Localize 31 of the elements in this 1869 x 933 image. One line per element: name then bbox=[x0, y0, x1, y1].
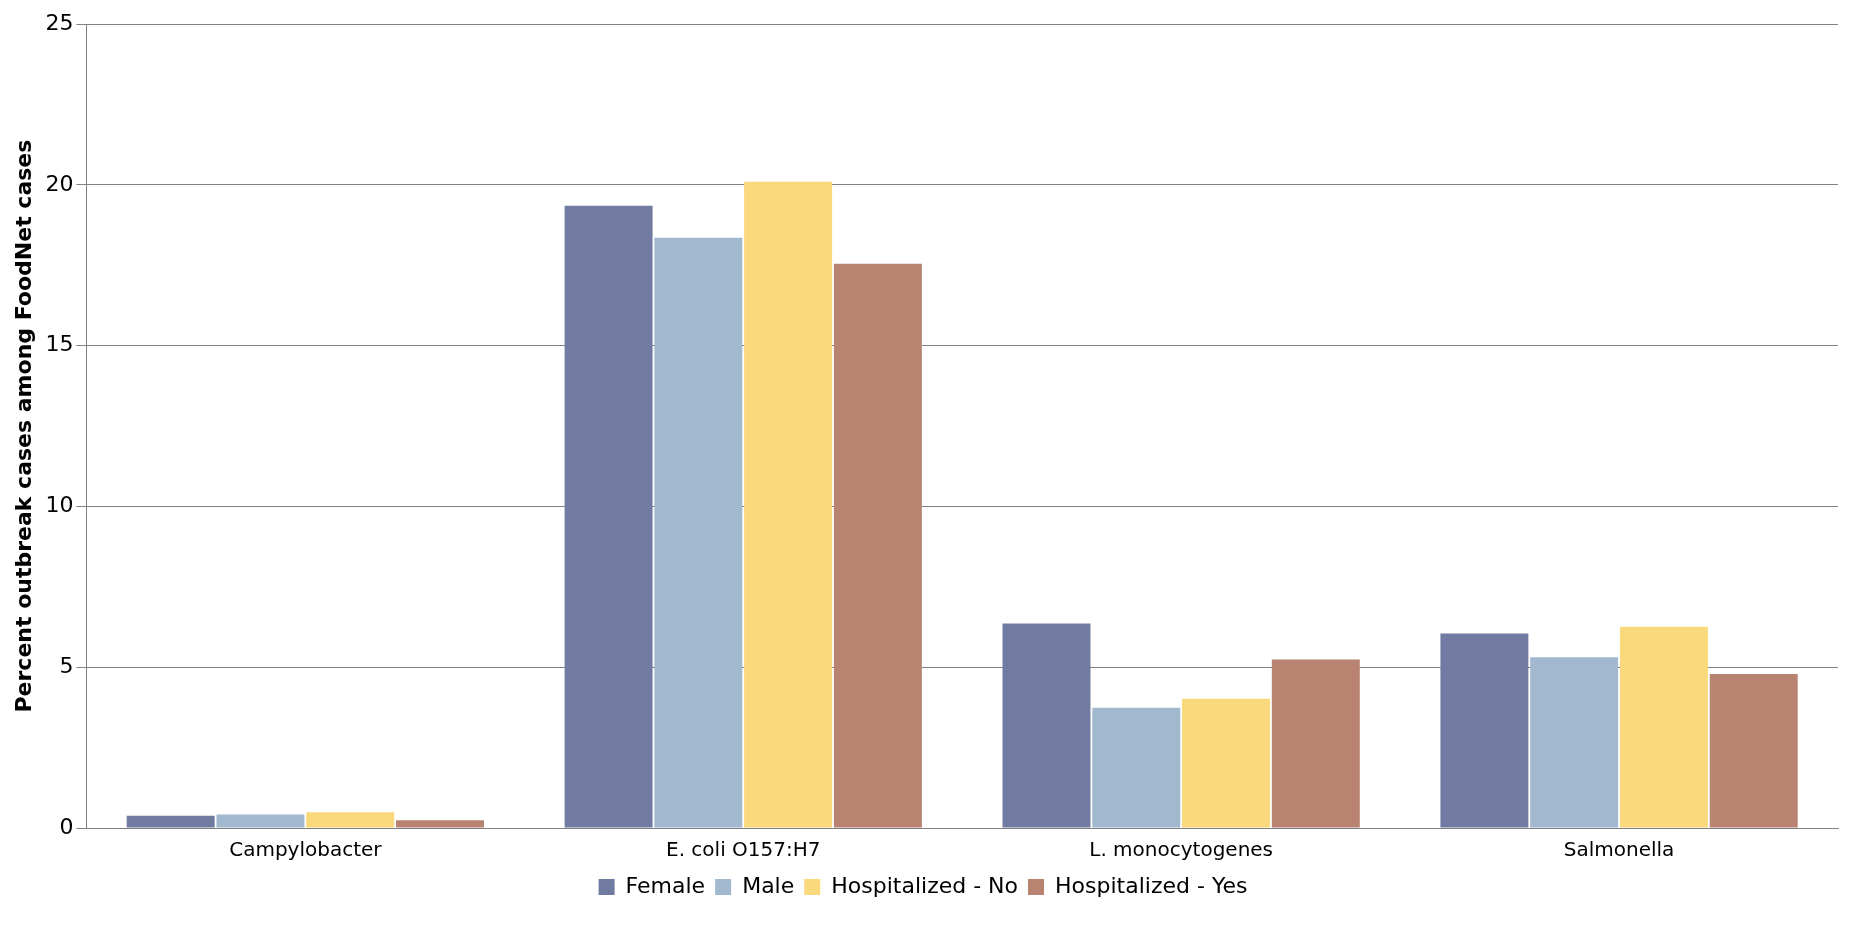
bar bbox=[1092, 707, 1181, 828]
x-tick-label: E. coli O157:H7 bbox=[666, 837, 821, 862]
legend-label: Hospitalized - No bbox=[831, 872, 1019, 898]
bar bbox=[216, 814, 305, 828]
bar bbox=[1271, 659, 1360, 828]
y-tick-label: 20 bbox=[45, 170, 74, 196]
bar bbox=[396, 820, 484, 828]
x-tick-label: Campylobacter bbox=[229, 837, 383, 862]
bar bbox=[564, 205, 653, 828]
bar bbox=[833, 263, 922, 828]
bar bbox=[126, 815, 215, 828]
y-tick-label: 15 bbox=[45, 331, 74, 357]
bar bbox=[1182, 698, 1271, 828]
y-tick-label: 5 bbox=[59, 652, 74, 678]
y-tick-label: 25 bbox=[45, 9, 74, 35]
y-axis-title: Percent outbreak cases among FoodNet cases bbox=[10, 139, 36, 713]
bar bbox=[1530, 657, 1619, 828]
legend-label: Hospitalized - Yes bbox=[1055, 872, 1248, 898]
bar bbox=[1709, 673, 1798, 828]
legend-label: Male bbox=[742, 872, 795, 898]
x-tick-label: Salmonella bbox=[1563, 837, 1675, 862]
bar bbox=[744, 181, 833, 828]
bar bbox=[1440, 633, 1529, 828]
bar bbox=[1619, 626, 1708, 828]
y-tick-label: 10 bbox=[45, 492, 74, 518]
x-tick-label: L. monocytogenes bbox=[1089, 837, 1274, 862]
legend-label: Female bbox=[625, 872, 706, 898]
bar bbox=[654, 237, 743, 828]
bar bbox=[1002, 623, 1091, 828]
bar bbox=[306, 812, 395, 828]
y-tick-label: 0 bbox=[59, 813, 74, 839]
